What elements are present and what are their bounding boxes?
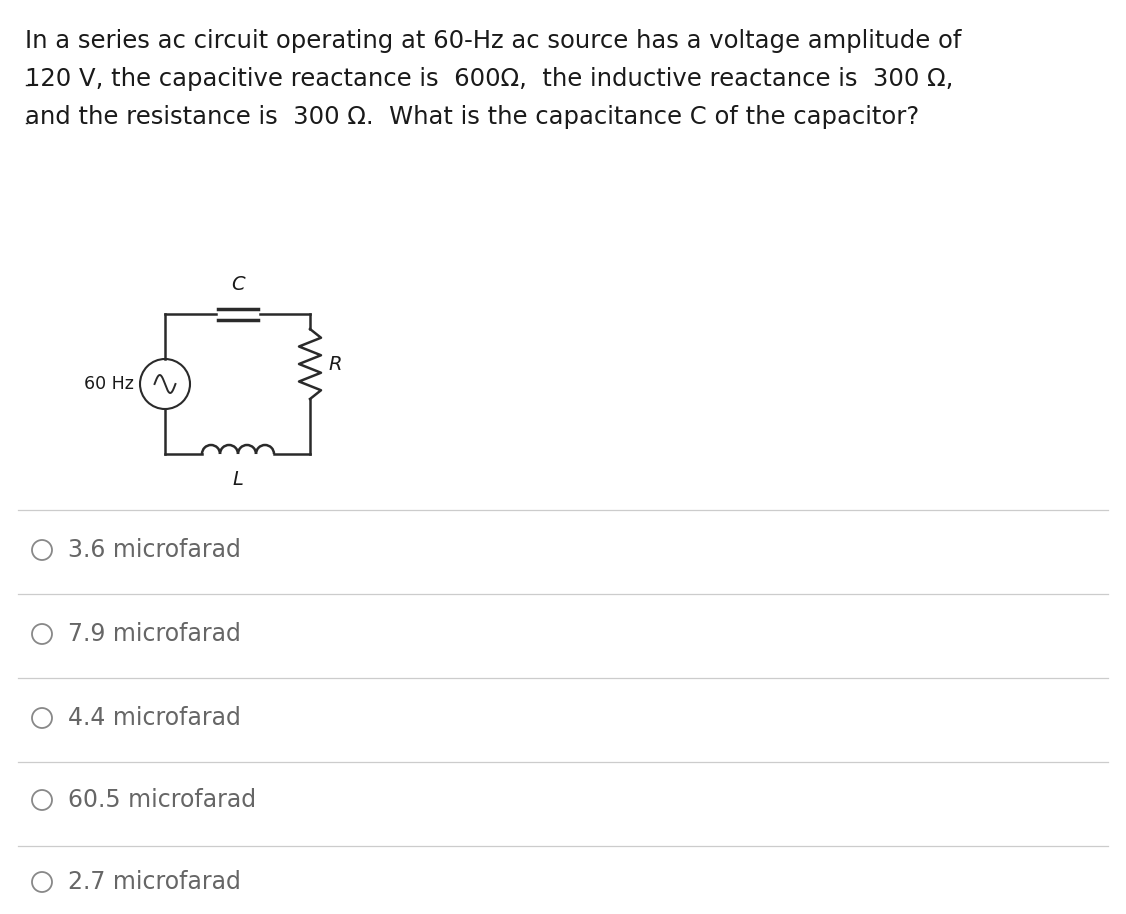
Text: R: R bbox=[328, 355, 341, 374]
Text: and the resistance is  300 Ω.  What is the capacitance C of the capacitor?: and the resistance is 300 Ω. What is the… bbox=[25, 105, 919, 129]
Text: 120 V, the capacitive reactance is  600Ω,  the inductive reactance is  300 Ω,: 120 V, the capacitive reactance is 600Ω,… bbox=[25, 67, 954, 91]
Text: L: L bbox=[233, 470, 243, 489]
Text: 60 Hz: 60 Hz bbox=[84, 375, 134, 393]
Text: 4.4 microfarad: 4.4 microfarad bbox=[68, 706, 241, 730]
Text: 7.9 microfarad: 7.9 microfarad bbox=[68, 622, 241, 646]
Text: In a series ac circuit operating at 60-Hz ac source has a voltage amplitude of: In a series ac circuit operating at 60-H… bbox=[25, 29, 962, 53]
Text: C: C bbox=[231, 275, 244, 294]
Text: 3.6 microfarad: 3.6 microfarad bbox=[68, 538, 241, 562]
Text: 60.5 microfarad: 60.5 microfarad bbox=[68, 788, 256, 812]
Text: 2.7 microfarad: 2.7 microfarad bbox=[68, 870, 241, 894]
